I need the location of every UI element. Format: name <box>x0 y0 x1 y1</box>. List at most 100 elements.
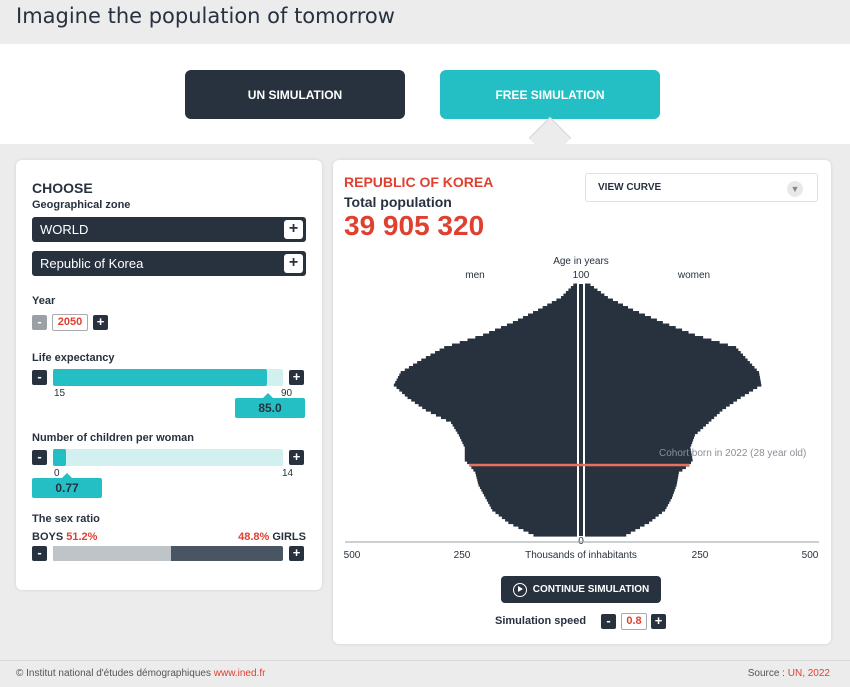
pyramid-bar-men <box>404 368 577 372</box>
pyramid-bar-women <box>585 318 657 322</box>
life-decrement-button[interactable]: - <box>32 370 47 385</box>
pyramid-bar-women <box>585 533 627 537</box>
footer-credit-text: © Institut national d'études démographiq… <box>16 668 211 679</box>
children-max-tick: 14 <box>282 468 294 479</box>
pyramid-bar-women <box>585 438 694 442</box>
pyramid-bar-women <box>585 468 683 472</box>
plus-icon[interactable]: + <box>284 254 303 273</box>
pyramid-bar-men <box>508 521 577 525</box>
pyramid-bar-women <box>585 348 739 352</box>
pyramid-bar-women <box>585 326 676 330</box>
pyramid-bar-men <box>421 358 577 362</box>
pyramid-bar-women <box>585 513 659 517</box>
zone-select-world[interactable]: WORLD + <box>32 217 306 242</box>
footer-source-value: UN, 2022 <box>787 668 830 679</box>
pyramid-bar-men <box>417 361 577 365</box>
continue-simulation-button[interactable]: CONTINUE SIMULATION <box>501 576 661 603</box>
year-increment-button[interactable]: + <box>93 315 108 330</box>
view-curve-dropdown[interactable]: VIEW CURVE ▼ <box>585 173 818 202</box>
pyramid-bar-men <box>483 333 577 337</box>
pyramid-bar-women <box>585 453 692 457</box>
pyramid-bar-men <box>460 436 577 440</box>
pyramid-bar-women <box>585 386 758 390</box>
life-min-tick: 15 <box>54 388 66 399</box>
pyramid-bar-women <box>585 338 712 342</box>
pyramid-bar-men <box>477 478 577 482</box>
children-decrement-button[interactable]: - <box>32 450 47 465</box>
pyramid-bar-women <box>585 498 671 502</box>
pyramid-bar-women <box>585 353 744 357</box>
pyramid-bar-women <box>585 321 663 325</box>
pyramid-bar-men <box>440 416 577 420</box>
life-expectancy-slider[interactable] <box>53 369 283 386</box>
x-tick-left-500: 500 <box>344 550 361 561</box>
children-slider[interactable] <box>53 449 283 466</box>
pyramid-bar-men <box>563 293 577 297</box>
footer-source: Source : UN, 2022 <box>748 668 830 679</box>
speed-increment-button[interactable]: + <box>651 614 666 629</box>
pyramid-bar-men <box>570 286 577 290</box>
pyramid-bar-men <box>551 301 577 305</box>
pyramid-bar-women <box>585 341 720 345</box>
pyramid-bar-women <box>585 313 645 317</box>
pyramid-bar-women <box>585 408 723 412</box>
speed-value[interactable]: 0.8 <box>621 613 647 630</box>
men-label: men <box>465 270 484 281</box>
pyramid-bar-women <box>585 416 715 420</box>
total-population-value: 39 905 320 <box>344 210 485 241</box>
year-value[interactable]: 2050 <box>52 314 88 331</box>
pyramid-bar-women <box>585 398 738 402</box>
pyramid-bar-women <box>585 301 618 305</box>
sex-increment-button[interactable]: + <box>289 546 304 561</box>
year-label: Year <box>32 295 56 307</box>
year-decrement-button[interactable]: - <box>32 315 47 330</box>
pyramid-bar-men <box>463 443 577 447</box>
pyramid-bar-men <box>495 511 577 515</box>
pyramid-bar-men <box>413 363 577 367</box>
zone-select-country-label: Republic of Korea <box>40 256 144 271</box>
pyramid-bar-men <box>402 391 577 395</box>
pyramid-bar-women <box>585 431 698 435</box>
plus-icon[interactable]: + <box>284 220 303 239</box>
pyramid-bar-men <box>467 461 577 465</box>
pyramid-bar-women <box>585 336 704 340</box>
pyramid-bar-women <box>585 523 645 527</box>
life-max-tick: 90 <box>281 388 293 399</box>
pyramid-bar-men <box>489 331 577 335</box>
pyramid-bar-women <box>585 356 746 360</box>
pyramid-bar-women <box>585 531 631 535</box>
pyramid-bar-men <box>478 483 577 487</box>
pyramid-bar-men <box>517 318 577 322</box>
speed-decrement-button[interactable]: - <box>601 614 616 629</box>
pyramid-bar-women <box>585 383 762 387</box>
pyramid-bar-men <box>533 311 577 315</box>
tab-free-simulation[interactable]: FREE SIMULATION <box>440 70 660 119</box>
pyramid-bar-women <box>585 466 686 470</box>
footer-site-link[interactable]: www.ined.fr <box>213 668 266 679</box>
sex-ratio-slider[interactable] <box>53 546 283 561</box>
pyramid-bar-men <box>446 418 577 422</box>
children-increment-button[interactable]: + <box>289 450 304 465</box>
pyramid-bar-women <box>585 291 601 295</box>
pyramid-bar-women <box>585 296 608 300</box>
pyramid-bar-men <box>451 421 577 425</box>
pyramid-bar-women <box>585 303 624 307</box>
pyramid-bar-women <box>585 508 666 512</box>
girls-label: GIRLS <box>272 531 306 543</box>
pyramid-bar-women <box>585 306 629 310</box>
life-increment-button[interactable]: + <box>289 370 304 385</box>
pyramid-bar-men <box>522 316 577 320</box>
pyramid-bar-men <box>513 523 577 527</box>
pyramid-bar-men <box>473 468 577 472</box>
pyramid-bar-women <box>585 491 674 495</box>
tab-un-simulation[interactable]: UN SIMULATION <box>185 70 405 119</box>
sex-decrement-button[interactable]: - <box>32 546 47 561</box>
pyramid-bar-men <box>501 516 577 520</box>
chevron-down-icon: ▼ <box>787 181 803 197</box>
pyramid-bar-women <box>585 311 640 315</box>
pyramid-bar-women <box>585 496 673 500</box>
zone-select-country[interactable]: Republic of Korea + <box>32 251 306 276</box>
pyramid-bar-men <box>396 378 577 382</box>
pyramid-bar-women <box>585 488 675 492</box>
pyramid-bar-men <box>435 351 577 355</box>
